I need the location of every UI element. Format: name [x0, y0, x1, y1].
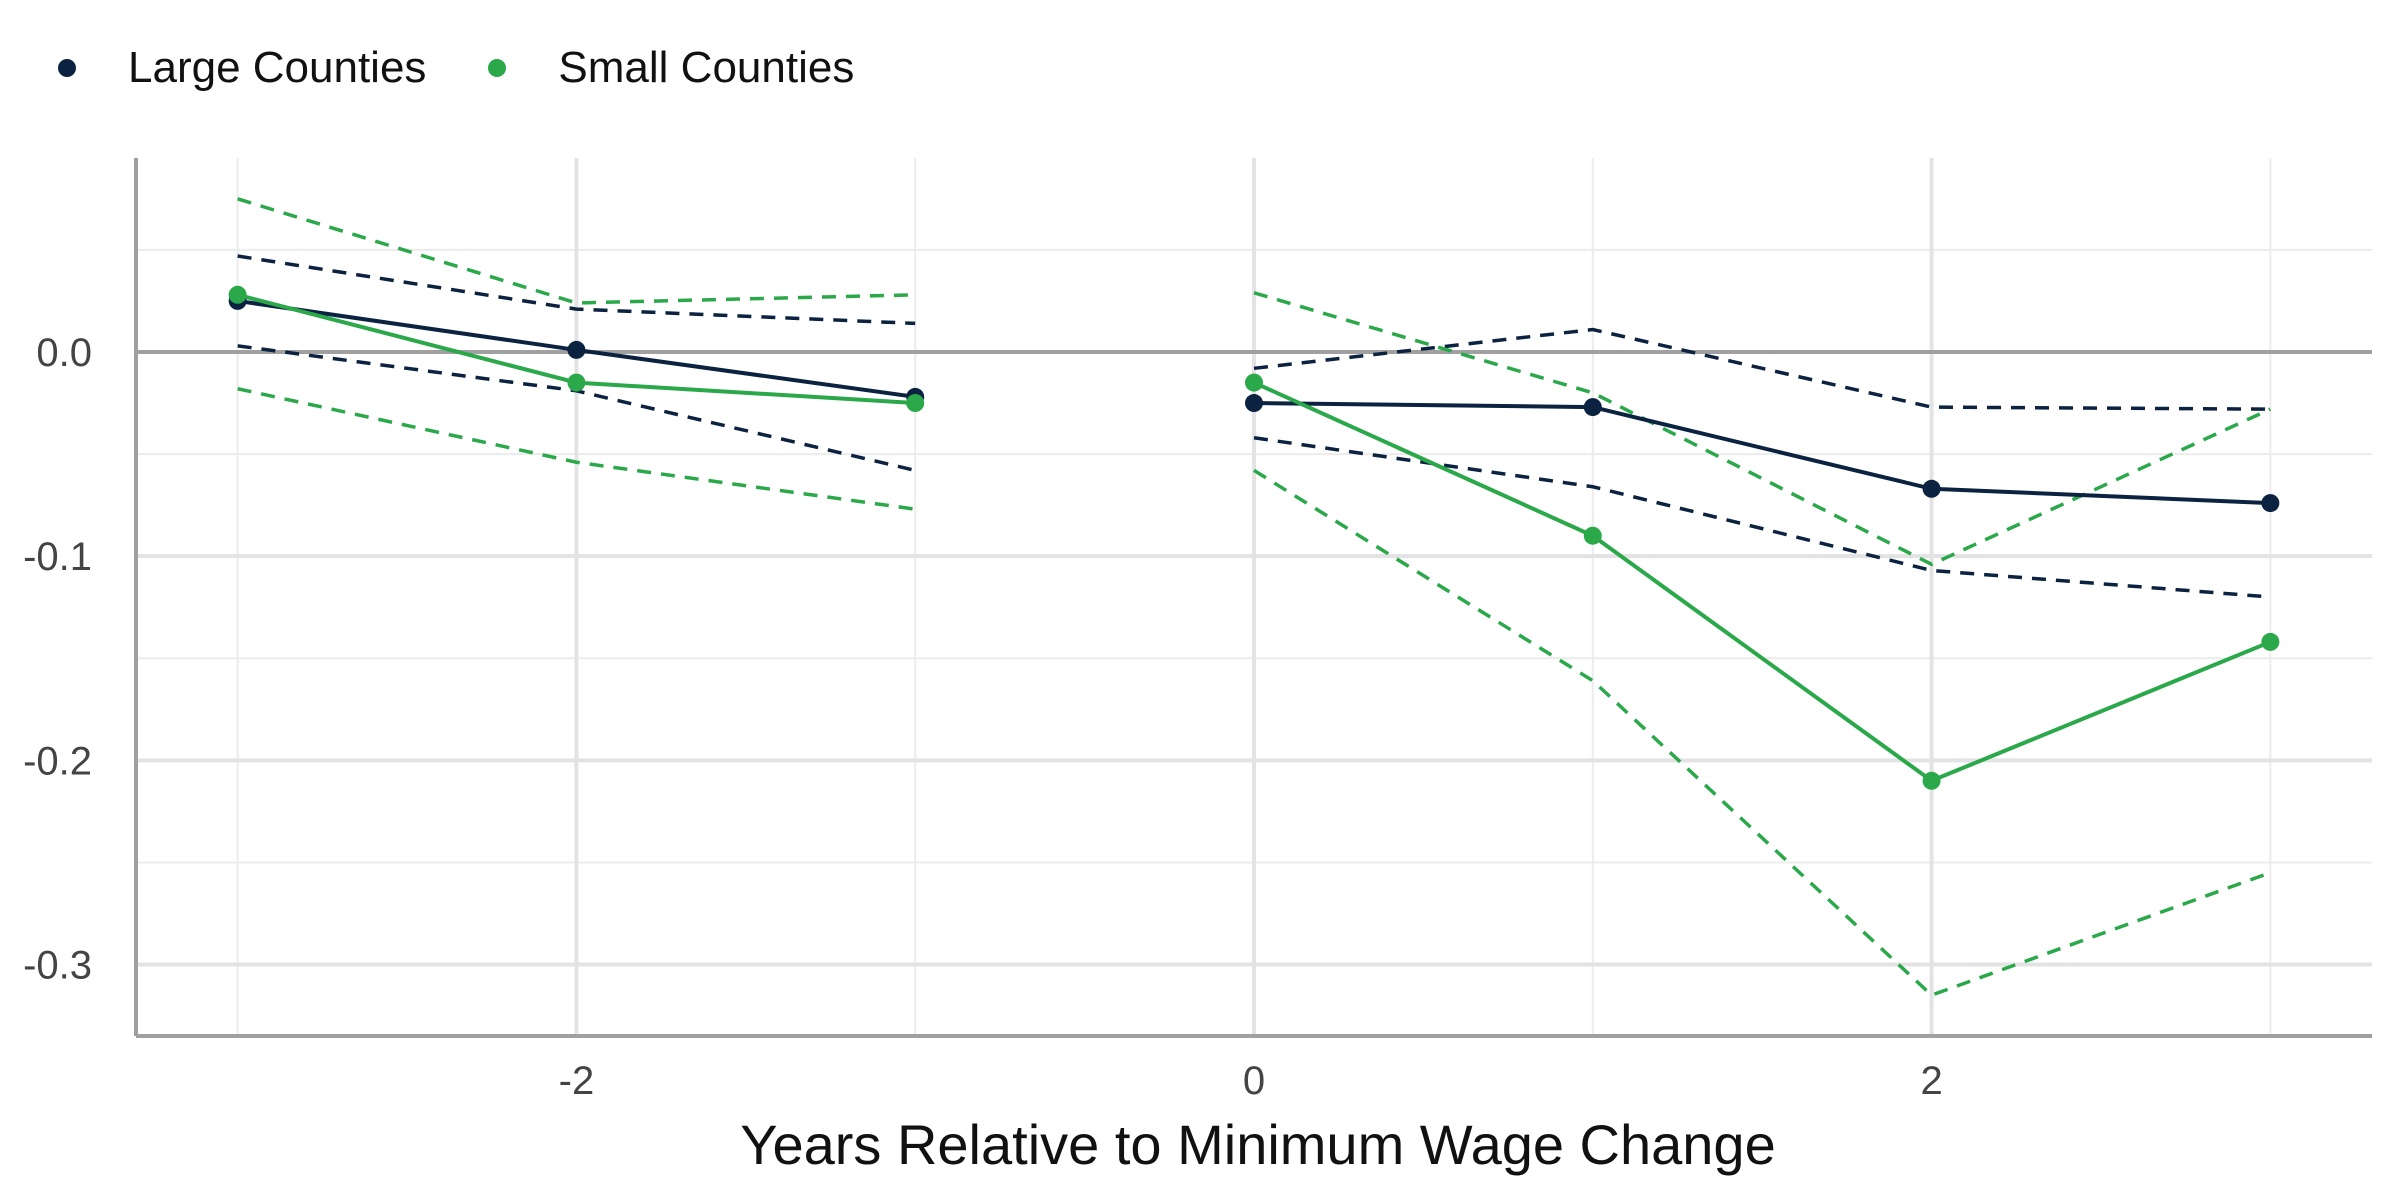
data-point-small-counties — [1245, 373, 1263, 392]
legend: Large Counties Small Counties — [40, 40, 898, 96]
data-point-large-counties — [1583, 398, 1602, 417]
y-tick-label: 0.0 — [36, 331, 92, 375]
data-point-large-counties — [567, 340, 586, 359]
ci-upper-large-counties — [237, 254, 916, 326]
data-point-small-counties — [1922, 771, 1941, 790]
ci-lower-small-counties — [237, 387, 916, 511]
series-line-small-counties — [1253, 380, 2272, 784]
data-point-large-counties — [2261, 494, 2280, 513]
data-point-small-counties — [567, 373, 586, 392]
data-point-large-counties — [1922, 479, 1941, 498]
legend-item-small-counties: Small Counties — [470, 46, 854, 90]
ci-upper-small-counties — [1253, 291, 2272, 567]
ci-lower-large-counties — [1253, 436, 2271, 599]
y-tick-label: -0.3 — [23, 944, 92, 988]
ci-upper-large-counties — [1253, 327, 2271, 411]
x-tick-label: 2 — [1920, 1059, 1942, 1103]
legend-label-large-counties: Large Counties — [128, 43, 427, 92]
x-axis-title: Years Relative to Minimum Wage Change — [740, 1113, 1775, 1176]
y-tick-label: -0.1 — [23, 535, 92, 579]
x-tick-label: 0 — [1243, 1059, 1265, 1103]
tick-labels: -2 0 2 0.0 -0.1 -0.2 -0.3 — [23, 331, 1943, 1103]
legend-item-large-counties: Large Counties — [40, 46, 426, 90]
major-gridlines — [136, 158, 2372, 1036]
x-tick-label: -2 — [559, 1059, 595, 1103]
axes — [134, 158, 2372, 1038]
y-tick-label: -0.2 — [23, 739, 92, 783]
data-point-small-counties — [2261, 632, 2280, 651]
data-point-small-counties — [1583, 526, 1602, 545]
ci-lower-small-counties — [1253, 468, 2271, 998]
ci-upper-small-counties — [237, 197, 916, 305]
data-points — [228, 285, 2280, 790]
series-line-large-counties — [1253, 401, 2271, 506]
data-point-large-counties — [1245, 394, 1263, 413]
legend-marker-small-counties — [488, 59, 507, 77]
data-point-small-counties — [906, 394, 925, 413]
data-point-small-counties — [228, 285, 247, 304]
legend-label-small-counties: Small Counties — [558, 43, 855, 92]
legend-marker-large-counties — [58, 59, 76, 77]
